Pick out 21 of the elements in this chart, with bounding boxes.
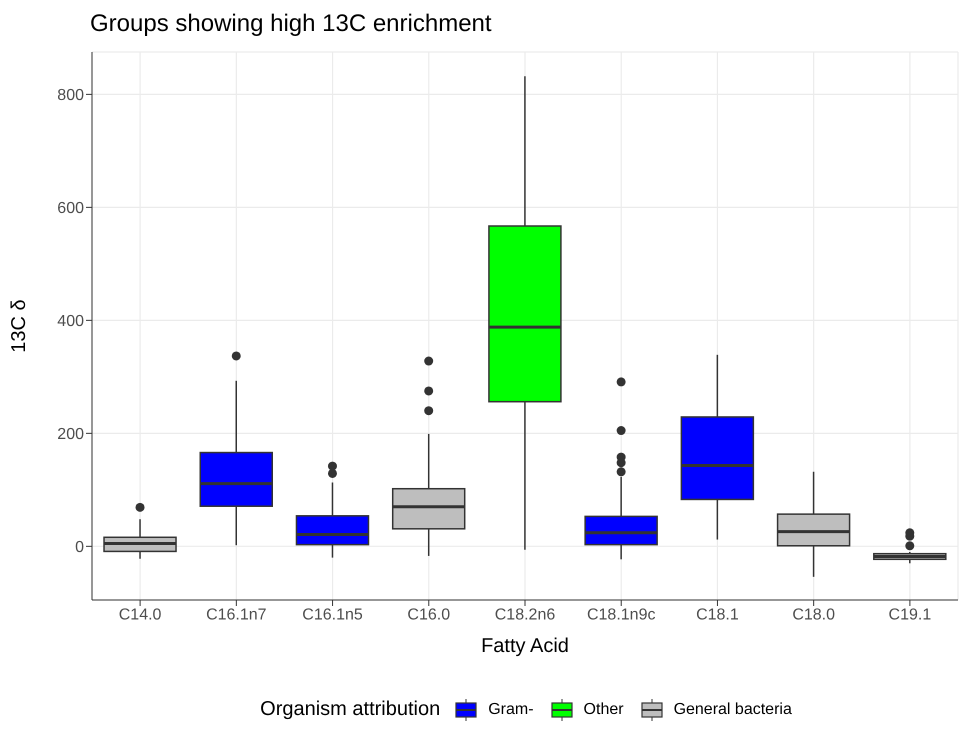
legend-label: Other (584, 700, 624, 718)
y-axis-title: 13C δ (8, 299, 30, 353)
x-tick-label: C19.1 (888, 606, 932, 624)
legend-label: Gram- (488, 700, 534, 718)
x-tick-label: C18.1 (696, 606, 739, 624)
y-tick-label: 0 (75, 539, 84, 556)
x-tick-label: C16.0 (407, 606, 450, 624)
y-tick-label: 200 (57, 426, 84, 444)
y-tick-label: 400 (57, 313, 84, 330)
x-axis-title: Fatty Acid (481, 635, 569, 657)
y-tick-label: 800 (57, 87, 84, 104)
x-tick-label: C14.0 (118, 606, 162, 624)
y-tick-label: 600 (57, 200, 84, 218)
x-tick-label: C18.2n6 (494, 606, 556, 624)
chart-title: Groups showing high 13C enrichment (90, 9, 493, 39)
x-tick-label: C18.0 (792, 606, 836, 624)
legend-label: General bacteria (674, 700, 792, 718)
x-tick-label: C18.1n9c (586, 606, 656, 624)
x-tick-label: C16.1n5 (302, 606, 363, 624)
x-tick-label: C16.1n7 (206, 606, 267, 624)
legend-title: Organism attribution (260, 698, 440, 721)
